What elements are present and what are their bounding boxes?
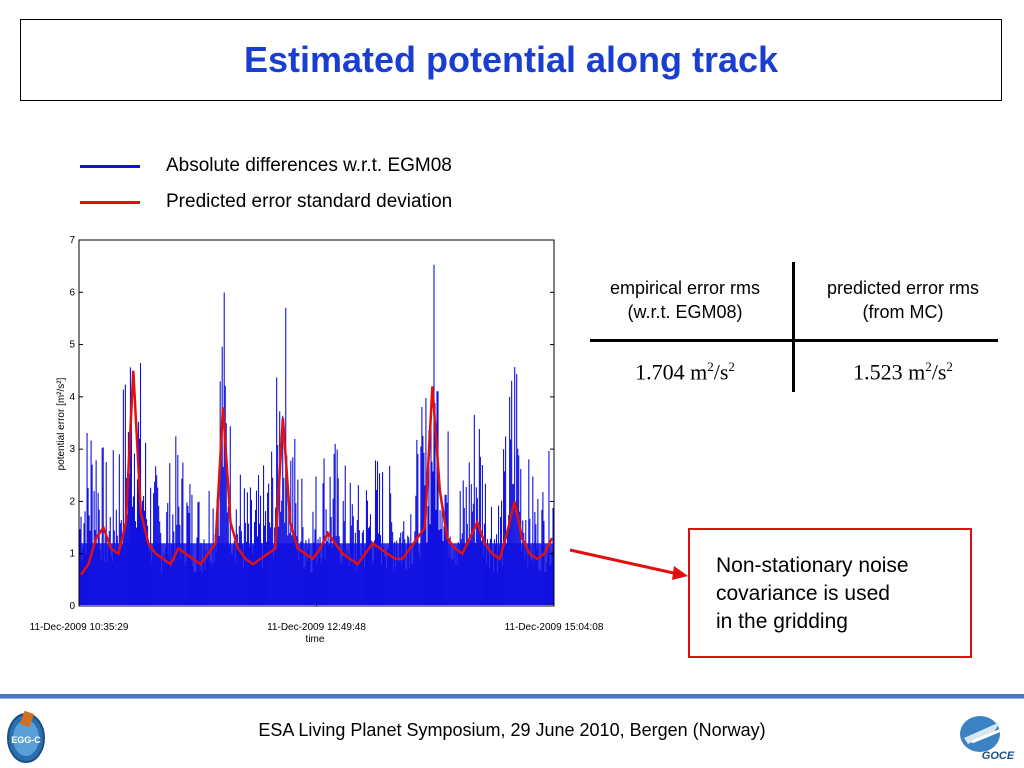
y-tick-label: 0 [69,601,75,612]
predicted-std-series [79,370,554,576]
y-tick-label: 5 [69,340,75,351]
legend-label-predicted-std: Predicted error standard deviation [166,191,453,212]
unit-exp: 2 [925,359,932,374]
error-rms-table: empirical error rms (w.r.t. EGM08) predi… [584,262,1004,394]
table-vertical-divider [792,262,795,392]
col2-header-line1: predicted error rms [826,278,980,298]
note-line-3: in the gridding [716,610,848,633]
predicted-rms-number: 1.523 m [853,359,926,385]
x-axis-label: time [306,634,325,645]
legend-item-predicted-std: Predicted error standard deviation [80,184,452,220]
x-tick-label: 11-Dec-2009 12:49:48 [267,622,366,633]
goce-logo: GOCE [960,716,1015,762]
table-horizontal-divider [590,339,998,342]
legend-line-blue [80,164,140,168]
legend-item-abs-diff: Absolute differences w.r.t. EGM08 [80,148,452,184]
egg-c-logo: EGG-C [7,710,45,763]
y-tick-label: 2 [69,496,75,507]
legend-label-abs-diff: Absolute differences w.r.t. EGM08 [166,155,452,176]
y-axis-label: potential error [m²/s²] [56,377,67,470]
empirical-rms-number: 1.704 m [635,359,708,385]
unit-exp: 2 [728,359,735,374]
unit-mid: /s [713,359,729,385]
note-line-1: Non-stationary noise [716,554,909,577]
col1-header-line2: (w.r.t. EGM08) [627,302,743,322]
col2-header-line2: (from MC) [862,302,944,322]
unit-exp: 2 [707,359,714,374]
chart-legend: Absolute differences w.r.t. EGM08 Predic… [80,148,452,220]
note-line-2: covariance is used [716,582,890,605]
x-axis-ticks: 11-Dec-2009 10:35:29 11-Dec-2009 12:49:48… [30,602,604,633]
unit-mid: /s [931,359,947,385]
col1-header-line1: empirical error rms [609,278,760,298]
x-tick-label: 11-Dec-2009 10:35:29 [30,622,129,633]
footer-text: ESA Living Planet Symposium, 29 June 201… [258,720,766,740]
goce-logo-text: GOCE [982,750,1015,762]
y-tick-label: 3 [69,444,75,455]
col1-header: empirical error rms (w.r.t. EGM08) [584,276,786,324]
footer-divider [0,694,1024,698]
predicted-rms-value: 1.523 m2/s2 [796,359,1010,385]
note-box: Non-stationary noise covariance is used … [688,528,972,658]
y-tick-label: 6 [69,287,75,298]
callout-arrow [569,548,688,580]
egg-c-logo-text: EGG-C [11,735,41,745]
y-tick-label: 1 [69,549,75,560]
empirical-rms-value: 1.704 m2/s2 [584,359,786,385]
y-tick-label: 4 [69,392,75,403]
slide-title: Estimated potential along track [243,39,779,80]
title-box: Estimated potential along track [20,19,1002,101]
col2-header: predicted error rms (from MC) [796,276,1010,324]
y-axis-ticks: 0 1 2 3 4 5 6 7 [69,236,554,612]
unit-exp: 2 [946,359,953,374]
x-tick-label: 11-Dec-2009 15:04:08 [505,622,604,633]
footer-divider-thin [0,698,1024,699]
y-tick-label: 7 [69,236,75,246]
legend-line-red [80,200,140,204]
